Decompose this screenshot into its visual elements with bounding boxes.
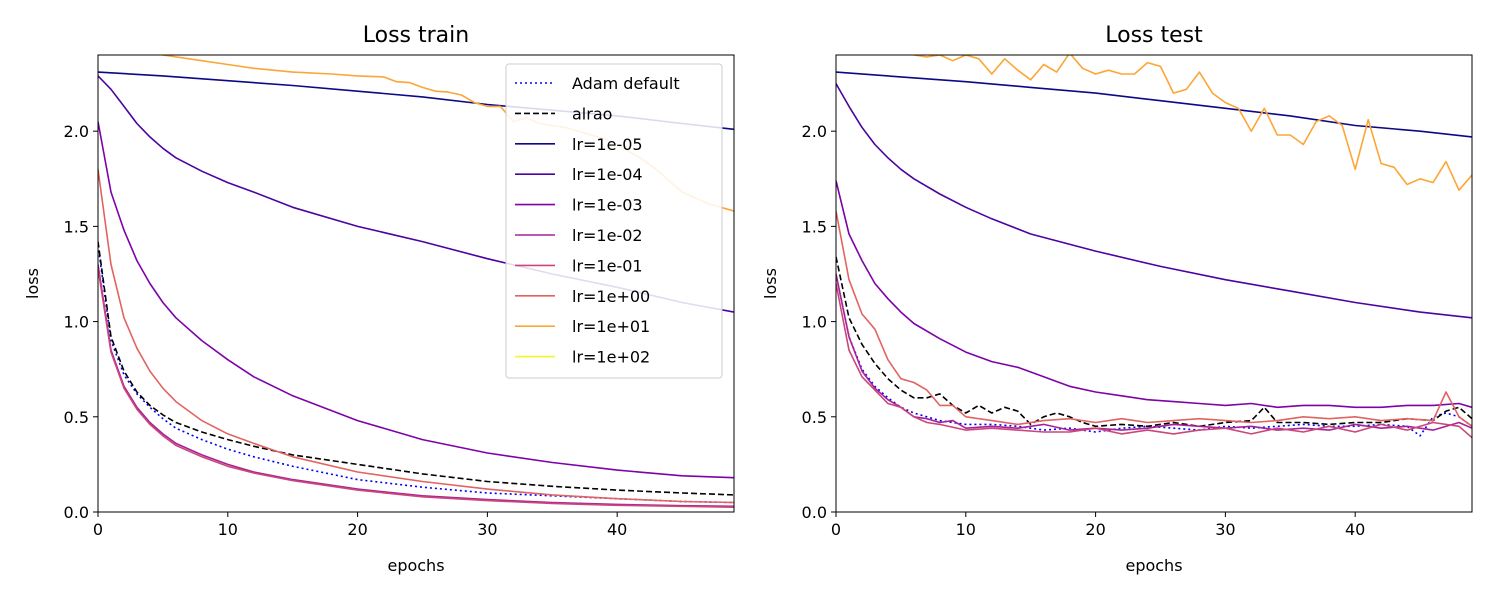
series-line-lr-1e-04 [836,83,1472,319]
x-axis-label: epochs [387,556,444,575]
series-line-adam-default [98,245,734,504]
axes-frame [97,54,735,513]
series-group [98,55,734,508]
chart-panel-1: 0 10 20 30 40 0.0 0.5 1.0 1.5 2.0 Loss train epochs… [23,23,735,575]
y-tick-label: 2.0 [64,122,89,141]
series-group [836,55,1472,439]
chart-title: Loss test [1105,23,1203,48]
y-tick-label: 0.0 [802,503,827,522]
x-tick-label: 40 [607,520,627,539]
y-tick-label: 1.0 [802,313,827,332]
series-line-lr-1e-01 [98,268,734,508]
series-line-lr-1e-01 [913,55,1472,191]
x-axis-label: epochs [1125,556,1182,575]
x-tick-label: 0 [831,520,841,539]
series-line-lr-1e-03 [836,180,1472,409]
x-tick-label: 0 [93,520,103,539]
legend-label: lr=1e+00 [572,287,650,306]
y-tick-label: 1.5 [802,217,827,236]
y-tick-label: 0.5 [802,408,827,427]
series-line-alrao [98,241,734,496]
y-axis-label: loss [23,268,42,299]
y-tick-label: 1.0 [64,313,89,332]
x-tick-label: 10 [218,520,238,539]
x-tick-label: 20 [347,520,367,539]
series-line-lr-1e-03 [98,121,734,479]
axes-frame [835,54,1473,513]
x-tick-label: 30 [477,520,497,539]
series-line-lr-1e-00 [98,169,734,504]
legend-label: lr=1e+01 [572,317,650,336]
legend-label: lr=1e-04 [572,165,643,184]
legend-label: lr=1e-05 [572,135,643,154]
legend-label: alrao [572,104,612,123]
legend-label: lr=1e-01 [572,256,643,275]
y-tick-label: 1.5 [64,217,89,236]
legend-label: lr=1e-02 [572,226,643,245]
x-tick-label: 20 [1085,520,1105,539]
x-tick-label: 10 [956,520,976,539]
legend: Adam default alrao lr=1e-05 lr=1e-04 lr=1e-0… [505,63,723,379]
series-line-adam-default [836,273,1472,437]
chart-title: Loss train [363,23,469,48]
x-tick-label: 40 [1345,520,1365,539]
series-line-lr-1e-01 [836,283,1472,439]
series-line-lr-1e-00 [836,210,1472,427]
legend-label: lr=1e+02 [572,348,650,367]
series-line-lr-1e-05 [836,71,1472,138]
series-line-lr-1e-02 [98,264,734,508]
y-tick-label: 0.5 [64,408,89,427]
x-tick-label: 30 [1215,520,1235,539]
y-tick-label: 2.0 [802,122,827,141]
y-tick-label: 0.0 [64,503,89,522]
chart-panel-2: 0 10 20 30 40 0.0 0.5 1.0 1.5 2.0 Loss test epochs l… [761,23,1473,575]
legend-box [505,63,723,379]
y-axis-label: loss [761,268,780,299]
legend-label: Adam default [572,74,680,93]
legend-label: lr=1e-03 [572,196,643,215]
